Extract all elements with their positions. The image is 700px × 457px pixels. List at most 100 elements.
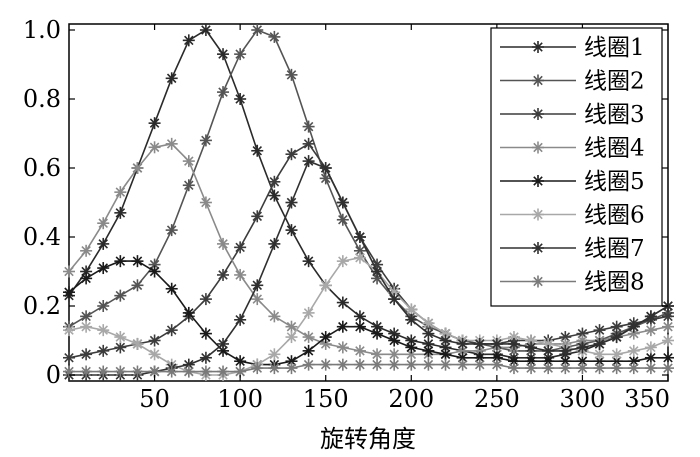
data-point — [131, 162, 144, 174]
data-point — [644, 351, 657, 364]
legend-marker — [532, 242, 544, 254]
data-point — [559, 344, 572, 357]
y-tick-label: 0.4 — [23, 223, 61, 251]
data-point — [268, 175, 281, 188]
data-point — [251, 279, 264, 292]
legend-item: 线圈6 — [500, 203, 645, 229]
data-point — [63, 286, 75, 299]
data-point — [217, 237, 230, 250]
legend-label: 线圈7 — [584, 236, 645, 262]
data-point — [97, 365, 110, 378]
series-layer — [63, 24, 674, 381]
data-point — [336, 255, 349, 268]
data-point — [165, 72, 178, 85]
data-point — [507, 337, 520, 350]
data-point — [63, 324, 75, 337]
data-point — [627, 344, 640, 357]
data-point — [644, 310, 657, 323]
data-point — [559, 331, 572, 344]
legend-item: 线圈1 — [500, 35, 645, 61]
data-point — [336, 296, 349, 309]
data-point — [353, 358, 366, 371]
data-point — [80, 348, 93, 361]
data-point — [644, 362, 657, 375]
legend-item: 线圈2 — [500, 69, 645, 95]
data-point — [80, 244, 93, 257]
data-point — [422, 358, 435, 371]
data-point — [80, 272, 93, 285]
data-point — [593, 362, 606, 375]
data-point — [80, 365, 93, 378]
data-point — [388, 334, 401, 347]
data-point — [371, 358, 384, 371]
data-point — [473, 358, 486, 371]
data-point — [234, 313, 247, 326]
data-point — [405, 313, 418, 326]
data-point — [268, 189, 281, 202]
legend-label: 线圈5 — [584, 169, 645, 195]
series-8 — [63, 358, 674, 378]
data-point — [268, 348, 281, 361]
data-point — [627, 362, 640, 375]
data-point — [302, 331, 315, 344]
data-point — [593, 348, 606, 361]
data-point — [302, 306, 315, 319]
data-point — [319, 162, 332, 174]
data-point — [285, 148, 298, 161]
data-point — [234, 93, 247, 105]
data-point — [610, 362, 623, 375]
data-point — [662, 310, 674, 323]
data-point — [439, 358, 452, 371]
data-point — [388, 348, 401, 361]
data-point — [593, 324, 606, 337]
data-point — [405, 303, 418, 316]
data-point — [593, 337, 606, 350]
legend-label: 线圈8 — [584, 270, 645, 296]
legend-items: 线圈1 线圈2 线圈3 线圈4 线圈5 线圈6 线圈7 线圈8 — [500, 35, 645, 296]
legend-box — [490, 27, 663, 307]
legend-label: 线圈3 — [584, 102, 645, 128]
data-point — [268, 237, 281, 250]
data-point — [148, 348, 161, 361]
data-point — [559, 362, 572, 375]
data-point — [165, 282, 178, 295]
data-point — [268, 310, 281, 323]
data-point — [234, 268, 247, 281]
legend-label: 线圈4 — [584, 136, 645, 162]
data-point — [199, 24, 212, 36]
data-point — [285, 196, 298, 209]
x-axis: 50 100 150 200 250 300 350 — [139, 24, 670, 413]
data-point — [114, 365, 127, 378]
data-point — [439, 348, 452, 361]
data-point — [199, 196, 212, 209]
data-point — [251, 362, 264, 375]
data-point — [336, 213, 349, 226]
data-point — [662, 351, 674, 364]
data-point — [456, 337, 469, 350]
data-point — [63, 351, 75, 364]
data-point — [627, 320, 640, 333]
data-point — [422, 344, 435, 357]
legend-marker — [532, 175, 544, 187]
data-point — [576, 341, 589, 354]
data-point — [217, 365, 230, 378]
x-tick-label: 100 — [217, 385, 263, 413]
data-point — [662, 320, 674, 333]
y-tick-label: 0.6 — [23, 154, 61, 182]
data-point — [542, 344, 555, 357]
data-point — [319, 331, 332, 344]
data-point — [148, 141, 161, 154]
data-point — [388, 293, 401, 306]
data-point — [114, 186, 127, 199]
data-point — [353, 251, 366, 264]
data-point — [319, 337, 332, 350]
data-point — [114, 289, 127, 302]
data-point — [644, 324, 657, 337]
data-point — [165, 224, 178, 237]
data-point — [234, 48, 247, 61]
data-point — [456, 358, 469, 371]
data-point — [319, 358, 332, 371]
data-point — [388, 358, 401, 371]
data-point — [371, 327, 384, 340]
